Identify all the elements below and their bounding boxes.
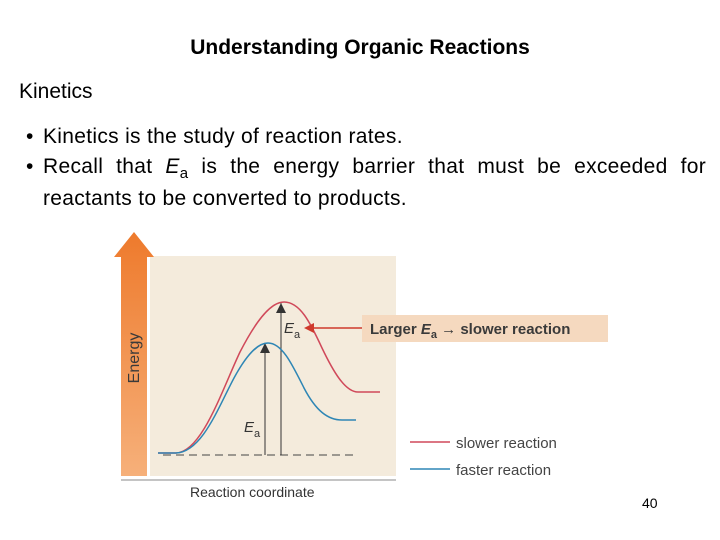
fast-reaction-curve [158, 342, 356, 454]
callout-arrowhead [304, 323, 314, 333]
callout-box [362, 315, 608, 342]
y-axis-label: Energy [126, 333, 143, 384]
bullet-item-1: Kinetics is the study of reaction rates. [26, 122, 706, 152]
bullet-2-text-start: Recall that [43, 155, 166, 178]
bullet-2-text-end: is the energy barrier that must be excee… [43, 155, 706, 210]
bullet-item-2: Recall that Ea is the energy barrier tha… [26, 152, 706, 214]
ea-label-fast: Ea [244, 419, 261, 440]
callout-arrow-glyph: → [437, 321, 456, 338]
ea-subscript: a [179, 165, 189, 182]
legend-label-fast: faster reaction [456, 462, 551, 479]
ea-variable: E [165, 155, 180, 178]
section-heading: Kinetics [19, 80, 93, 103]
ea-label-slow: Ea [284, 320, 301, 341]
slide-title: Understanding Organic Reactions [190, 36, 530, 59]
ea-arrowhead-slow [276, 303, 286, 313]
x-axis-label: Reaction coordinate [190, 484, 315, 500]
slow-reaction-curve [158, 301, 380, 454]
diagram-panel [150, 256, 396, 476]
energy-arrow [114, 232, 154, 476]
bullet-list: Kinetics is the study of reaction rates.… [26, 122, 706, 214]
legend-label-slow: slower reaction [456, 435, 557, 452]
page-number: 40 [642, 495, 658, 511]
ea-arrowhead-fast [260, 343, 270, 353]
callout-text: Larger Ea → slower reaction [370, 321, 570, 341]
